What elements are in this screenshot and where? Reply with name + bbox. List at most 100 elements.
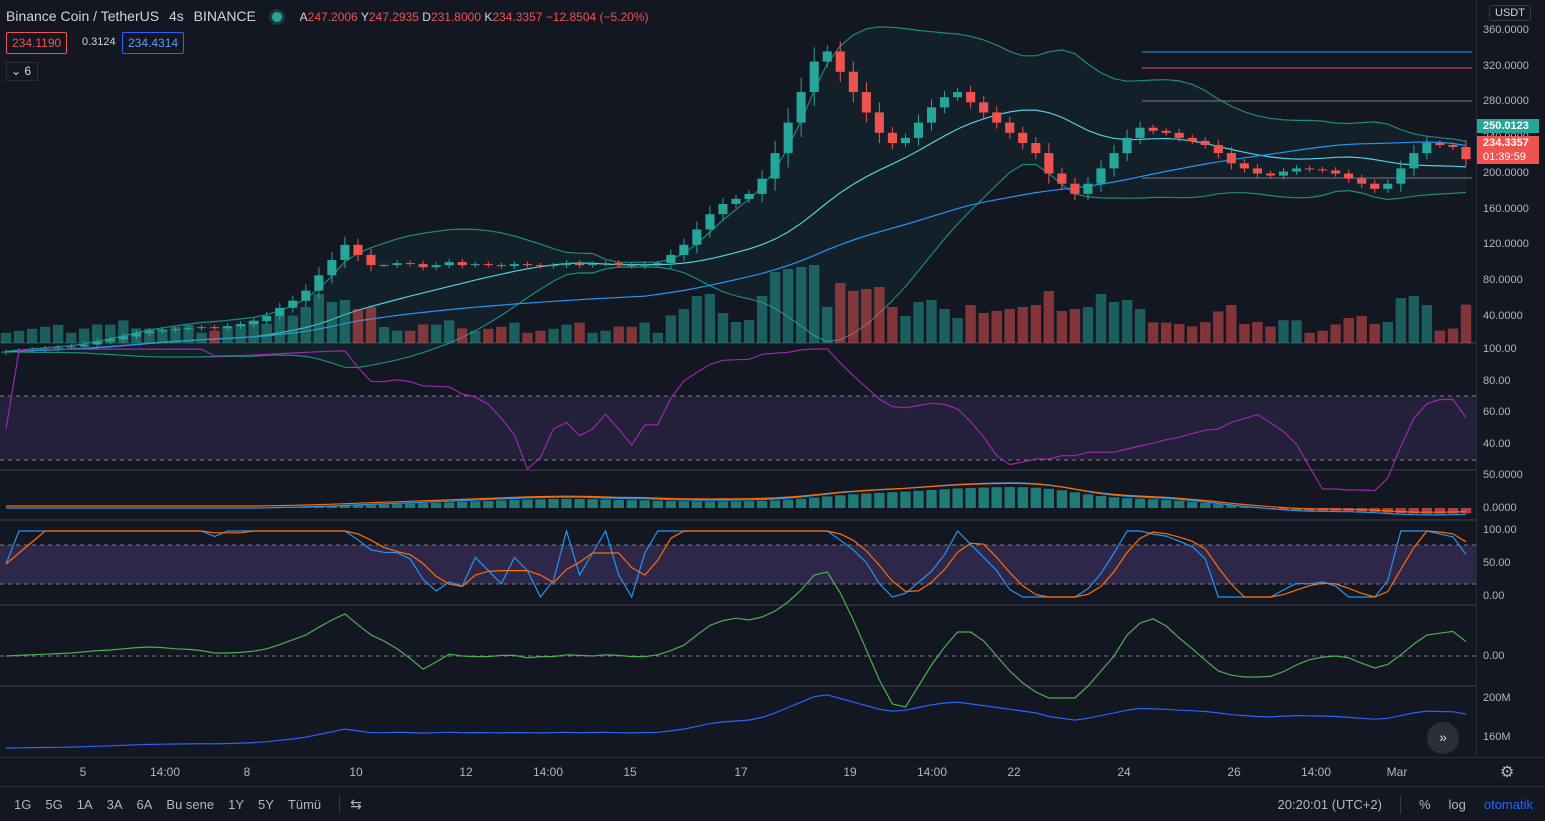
- percent-button[interactable]: %: [1418, 797, 1431, 812]
- range-button-1a[interactable]: 1A: [76, 796, 93, 812]
- macd-histogram-bar: [300, 507, 311, 508]
- range-button-5y[interactable]: 5Y: [258, 796, 274, 812]
- macd-histogram-bar: [470, 501, 481, 508]
- macd-histogram-bar: [339, 505, 351, 508]
- time-axis[interactable]: 5 14:00 8 10 12 14:00 15 17 19 14:00 22 24 26 14:00 Ma…: [0, 757, 1545, 785]
- macd-histogram-bar: [1174, 500, 1185, 508]
- macd-histogram-bar: [404, 503, 416, 508]
- range-button-5g[interactable]: 5G: [45, 796, 63, 812]
- candle-body: [1252, 168, 1262, 174]
- bid-price-button[interactable]: 234.1190: [6, 32, 68, 54]
- macd-histogram-bar: [444, 502, 455, 508]
- range-button-tümü[interactable]: Tümü: [287, 796, 322, 812]
- bollinger-fill: [6, 26, 1466, 368]
- macd-histogram-bar: [1069, 492, 1081, 508]
- volume-bar: [26, 328, 38, 343]
- volume-bar: [209, 330, 220, 343]
- currency-button[interactable]: USDT: [1489, 5, 1531, 21]
- volume-bar: [1108, 302, 1120, 343]
- auto-button[interactable]: otomatik: [1483, 797, 1533, 812]
- volume-bar: [352, 309, 364, 343]
- candle-body: [809, 61, 819, 92]
- macd-histogram-bar: [561, 498, 572, 508]
- volume-bar: [79, 328, 90, 343]
- price-tick-label: 120.0000: [1483, 238, 1529, 251]
- chart-canvas[interactable]: [0, 0, 1476, 757]
- log-button[interactable]: log: [1448, 797, 1466, 812]
- current-price-tag: 250.0123: [1477, 119, 1539, 133]
- volume-bar: [1017, 307, 1028, 343]
- macd-histogram-bar: [769, 500, 781, 508]
- scroll-right-icon[interactable]: »: [1427, 722, 1459, 754]
- macd-histogram-bar: [835, 495, 846, 508]
- volume-bar: [796, 267, 807, 343]
- volume-bar: [1043, 291, 1054, 343]
- candle-body: [666, 254, 676, 263]
- ask-price-button[interactable]: 234.4314: [122, 32, 185, 54]
- candle-body: [1070, 183, 1080, 194]
- compare-icon[interactable]: ⇆: [350, 795, 362, 812]
- candle-body: [1083, 183, 1093, 194]
- range-button-bu-sene[interactable]: Bu sene: [166, 796, 215, 812]
- volume-bar: [535, 330, 546, 343]
- rsi-tick-label: 100.00: [1483, 343, 1517, 355]
- macd-histogram-bar: [874, 492, 885, 508]
- candle-body: [1331, 170, 1341, 174]
- macd-histogram-bar: [665, 501, 676, 509]
- interval-label[interactable]: 4s: [168, 8, 184, 24]
- candle-body: [744, 193, 754, 199]
- volume-bar: [66, 332, 77, 343]
- time-tick-label: Mar: [1386, 765, 1408, 779]
- candle-body: [1239, 163, 1249, 169]
- low-value: 231.8000: [430, 10, 482, 24]
- candle-body: [118, 336, 128, 340]
- range-button-1y[interactable]: 1Y: [228, 796, 245, 812]
- macd-histogram-bar: [704, 501, 716, 508]
- candle-body: [197, 327, 207, 329]
- symbol-name[interactable]: Binance Coin / TetherUS: [6, 8, 160, 24]
- macd-histogram-bar: [1291, 508, 1302, 511]
- range-button-1g[interactable]: 1G: [14, 796, 32, 812]
- macd-histogram-bar: [1226, 505, 1237, 508]
- rsi-line: [5, 348, 1467, 492]
- candle-body: [1226, 153, 1236, 164]
- candle-body: [1213, 145, 1223, 154]
- price-tick-label: 160.0000: [1483, 202, 1529, 215]
- volume-bar: [261, 324, 272, 343]
- candle-body: [327, 260, 337, 276]
- volume-bar: [248, 320, 259, 343]
- candle-body: [1435, 143, 1445, 145]
- candle-body: [1018, 132, 1028, 143]
- range-button-3a[interactable]: 3A: [106, 796, 123, 812]
- macd-histogram-bar: [848, 494, 859, 508]
- volume-bar: [887, 307, 898, 343]
- candle-body: [1305, 168, 1315, 170]
- candle-body: [1200, 140, 1210, 145]
- candle-body: [887, 132, 897, 143]
- candle-body: [1344, 173, 1354, 179]
- candle-body: [1057, 173, 1067, 184]
- macd-histogram-bar: [1395, 508, 1406, 514]
- candle-body: [601, 263, 611, 265]
- rsi-tick-label: 60.00: [1483, 406, 1511, 419]
- time-tick-label: 14:00: [916, 765, 948, 779]
- candle-body: [757, 178, 767, 194]
- volume-bar: [222, 326, 233, 343]
- candle-body: [301, 290, 311, 301]
- candle-body: [1370, 183, 1380, 189]
- high-label: Y: [360, 10, 369, 24]
- range-button-6a[interactable]: 6A: [136, 796, 153, 812]
- volume-bar: [1174, 324, 1185, 343]
- gear-icon[interactable]: ⚙: [1500, 764, 1515, 781]
- spread-value: 0.3124: [82, 36, 116, 48]
- volume-bar: [665, 315, 676, 343]
- indicators-toggle[interactable]: ⌄ 6: [6, 62, 38, 81]
- price-axis[interactable]: USDT 360.0000320.0000280.0000240.0000200…: [1476, 0, 1545, 757]
- macd-histogram-bar: [535, 499, 546, 508]
- candle-body: [392, 263, 402, 266]
- clock[interactable]: 20:20:01 (UTC+2): [1277, 797, 1382, 812]
- candle-body: [314, 275, 324, 291]
- chart-area[interactable]: Binance Coin / TetherUS 4s BINANCE A247.…: [0, 0, 1476, 757]
- time-tick-label: 5: [79, 765, 87, 779]
- candle-body: [848, 71, 858, 93]
